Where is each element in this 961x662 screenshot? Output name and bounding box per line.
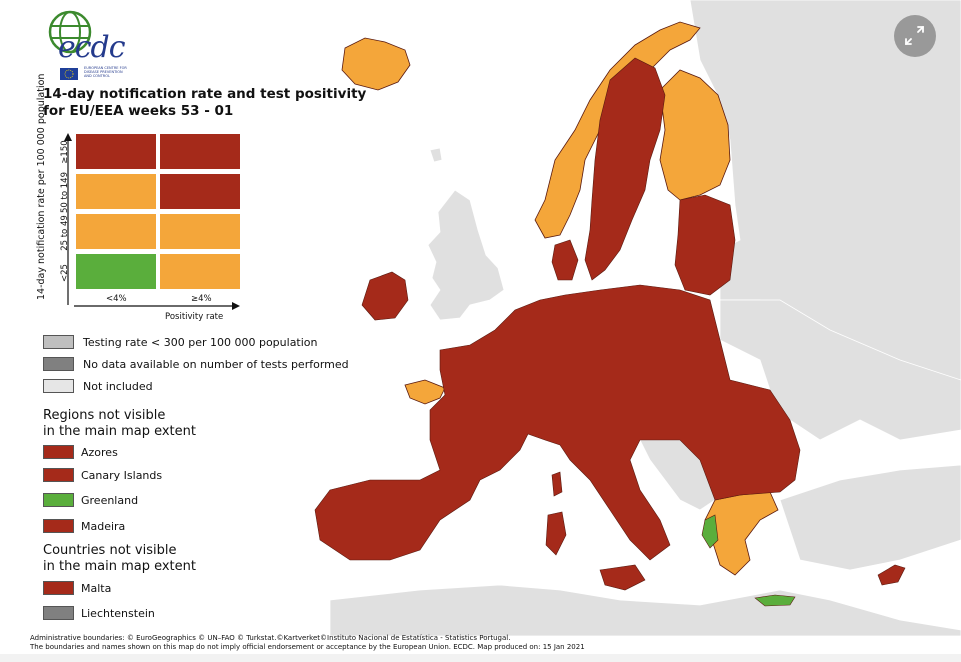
map-greece-west	[701, 514, 719, 549]
expand-icon	[905, 26, 924, 45]
map-brittany	[404, 379, 446, 405]
expand-button[interactable]	[894, 15, 936, 57]
map-cyprus	[877, 564, 906, 586]
map-area[interactable]	[0, 0, 961, 636]
ecdc-logo-graphic	[48, 10, 92, 80]
footer-line-1: Administrative boundaries: © EuroGeograp…	[30, 634, 511, 642]
legend-swatch-azores	[43, 445, 74, 459]
europe-map[interactable]	[0, 0, 961, 636]
legend-label-madeira: Madeira	[81, 520, 126, 533]
legend-label-azores: Azores	[81, 446, 118, 459]
legend-label-malta: Malta	[81, 582, 112, 595]
map-continent	[314, 284, 801, 561]
legend-swatch-no-data	[43, 357, 74, 371]
map-sardinia	[545, 511, 567, 556]
map-iceland-greenland	[429, 147, 443, 163]
legend-swatch-canary	[43, 468, 74, 482]
y-tick-150: ≥150	[60, 140, 70, 164]
x-axis-label: Positivity rate	[165, 312, 224, 322]
countries-heading: Countries not visible in the main map ex…	[43, 543, 196, 574]
legend-label-low-testing: Testing rate < 300 per 100 000 populatio…	[83, 336, 318, 349]
matrix-cell	[159, 133, 241, 170]
ecdc-logo: ecdc	[40, 6, 140, 86]
legend-swatch-not-included	[43, 379, 74, 393]
y-tick-25-49: 25 to 49	[60, 215, 70, 251]
x-tick-lt4: <4%	[106, 294, 127, 304]
map-norway	[534, 21, 701, 239]
logo-subtitle: EUROPEAN CENTRE FOR DISEASE PREVENTION A…	[84, 66, 127, 78]
legend-label-liechtenstein: Liechtenstein	[81, 607, 155, 620]
regions-heading: Regions not visible in the main map exte…	[43, 408, 196, 439]
matrix-cell	[159, 253, 241, 290]
legend-label-no-data: No data available on number of tests per…	[83, 358, 349, 371]
y-tick-lt25: <25	[60, 264, 70, 282]
map-sweden	[584, 57, 666, 281]
matrix-cell	[159, 173, 241, 210]
y-axis-arrow	[64, 133, 72, 305]
map-uk	[427, 189, 505, 321]
bottom-scrollbar[interactable]	[0, 654, 961, 662]
legend-swatch-low-testing	[43, 335, 74, 349]
legend-label-greenland: Greenland	[81, 494, 139, 507]
legend-swatch-greenland	[43, 493, 74, 507]
map-corsica	[551, 471, 563, 497]
map-ireland	[361, 271, 409, 321]
legend-swatch-liechtenstein	[43, 606, 74, 620]
footer-line-2: The boundaries and names shown on this m…	[30, 643, 585, 651]
x-tick-ge4: ≥4%	[191, 294, 212, 304]
matrix-cell	[75, 133, 157, 170]
logo-text: ecdc	[58, 30, 126, 65]
map-sicily	[599, 564, 646, 591]
map-iceland	[341, 37, 411, 91]
matrix-cell	[75, 253, 157, 290]
legend-swatch-madeira	[43, 519, 74, 533]
x-axis-arrow	[74, 302, 240, 310]
map-crete	[754, 594, 796, 607]
map-africa-north	[329, 584, 961, 636]
map-denmark	[551, 239, 579, 281]
matrix-y-axis-label: 14-day notification rate per 100 000 pop…	[36, 73, 47, 300]
legend-swatch-malta	[43, 581, 74, 595]
map-baltics	[674, 194, 736, 296]
matrix-cell	[75, 173, 157, 210]
legend-label-canary: Canary Islands	[81, 469, 163, 482]
map-finland	[659, 69, 731, 201]
matrix-cell	[75, 213, 157, 250]
map-title: 14-day notification rate and test positi…	[43, 86, 367, 119]
map-footer: Administrative boundaries: © EuroGeograp…	[30, 634, 930, 652]
map-turkey	[779, 464, 961, 571]
legend-label-not-included: Not included	[83, 380, 153, 393]
y-tick-50-149: 50 to 149	[60, 172, 70, 213]
matrix-cell	[159, 213, 241, 250]
